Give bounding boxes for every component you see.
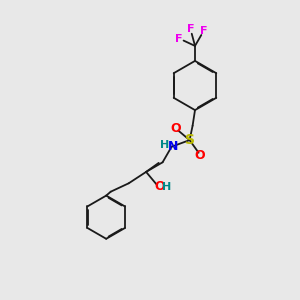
Text: H: H (160, 140, 169, 150)
Text: O: O (195, 149, 206, 162)
Text: F: F (176, 34, 183, 44)
Text: F: F (187, 24, 194, 34)
Text: O: O (154, 180, 165, 194)
Text: S: S (185, 133, 195, 146)
Text: H: H (162, 182, 171, 192)
Text: F: F (200, 26, 208, 36)
Text: N: N (168, 140, 178, 153)
Text: O: O (170, 122, 181, 135)
